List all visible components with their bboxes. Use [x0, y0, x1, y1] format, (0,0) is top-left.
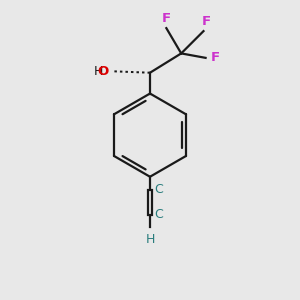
- Text: C: C: [154, 183, 163, 196]
- Text: O: O: [98, 65, 109, 78]
- Text: F: F: [202, 14, 211, 28]
- Text: H: H: [145, 233, 155, 246]
- Text: C: C: [154, 208, 163, 221]
- Text: H: H: [94, 65, 103, 78]
- Text: F: F: [211, 51, 220, 64]
- Text: F: F: [162, 12, 171, 25]
